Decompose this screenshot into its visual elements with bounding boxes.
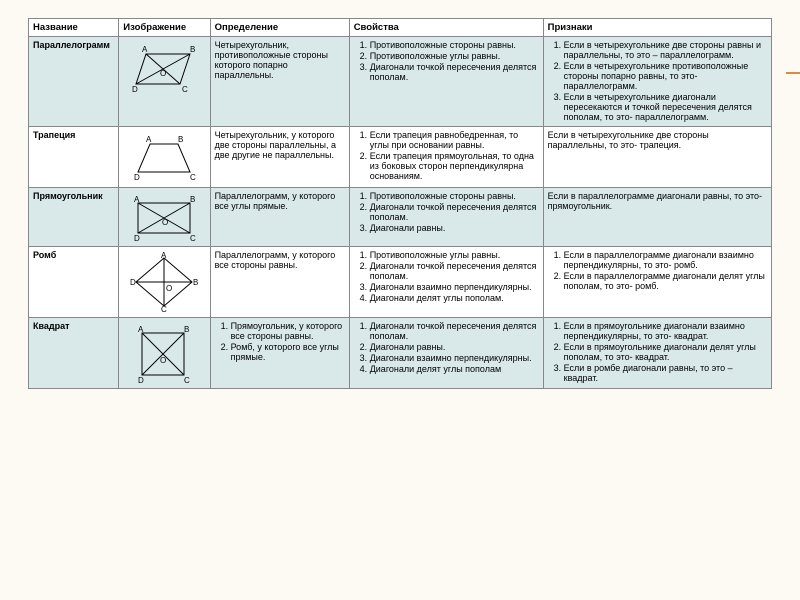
- image-square: A B C D O: [119, 318, 210, 389]
- svg-text:A: A: [138, 325, 144, 334]
- svg-text:D: D: [132, 85, 138, 94]
- signs-trapezoid: Если в четырехугольнике две стороны пара…: [543, 127, 771, 188]
- svg-text:A: A: [146, 135, 152, 144]
- props-rectangle: Противоположные стороны равны. Диагонали…: [349, 188, 543, 247]
- def-rhombus: Параллелограмм, у которого все стороны р…: [210, 247, 349, 318]
- list-item: Если в четырехугольнике две стороны равн…: [564, 40, 767, 60]
- svg-text:B: B: [190, 45, 195, 54]
- list-item: Если трапеция прямоугольная, то одна из …: [370, 151, 539, 181]
- list-item: Если в параллелограмме диагонали взаимно…: [564, 250, 767, 270]
- svg-text:A: A: [161, 252, 167, 260]
- image-rhombus: A B C D O: [119, 247, 210, 318]
- row-square: Квадрат A B C D O Прямоугольн: [29, 318, 772, 389]
- rectangle-icon: A B C D O: [128, 193, 200, 241]
- image-trapezoid: A B C D: [119, 127, 210, 188]
- list-item: Если трапеция равнобедренная, то углы пр…: [370, 130, 539, 150]
- svg-text:O: O: [166, 284, 172, 293]
- svg-text:D: D: [138, 376, 144, 383]
- list-item: Противоположные углы равны.: [370, 51, 539, 61]
- svg-text:O: O: [160, 69, 166, 78]
- list-item: Диагонали равны.: [370, 223, 539, 233]
- svg-text:D: D: [134, 234, 140, 241]
- list-item: Противоположные стороны равны.: [370, 40, 539, 50]
- list-item: Противоположные углы равны.: [370, 250, 539, 260]
- table-header-row: Название Изображение Определение Свойств…: [29, 19, 772, 37]
- list-item: Диагонали точкой пересечения делятся поп…: [370, 321, 539, 341]
- svg-text:C: C: [190, 173, 196, 182]
- list-item: Если в четырехугольнике диагонали пересе…: [564, 92, 767, 122]
- name-rectangle: Прямоугольник: [29, 188, 119, 247]
- svg-text:O: O: [162, 218, 168, 227]
- list-item: Противоположные стороны равны.: [370, 191, 539, 201]
- def-square: Прямоугольник, у которого все стороны ра…: [210, 318, 349, 389]
- props-square: Диагонали точкой пересечения делятся поп…: [349, 318, 543, 389]
- header-definition: Определение: [210, 19, 349, 37]
- signs-parallelogram: Если в четырехугольнике две стороны равн…: [543, 37, 771, 127]
- signs-rectangle: Если в параллелограмме диагонали равны, …: [543, 188, 771, 247]
- list-item: Диагонали взаимно перпендикулярны.: [370, 353, 539, 363]
- list-item: Диагонали делят углы пополам: [370, 364, 539, 374]
- signs-rhombus: Если в параллелограмме диагонали взаимно…: [543, 247, 771, 318]
- list-item: Если в четырехугольнике противоположные …: [564, 61, 767, 91]
- header-name: Название: [29, 19, 119, 37]
- svg-text:A: A: [134, 195, 140, 204]
- trapezoid-icon: A B C D: [128, 132, 200, 182]
- list-item: Прямоугольник, у которого все стороны ра…: [231, 321, 345, 341]
- list-item: Ромб, у которого все углы прямые.: [231, 342, 345, 362]
- def-trapezoid: Четырехугольник, у которого две стороны …: [210, 127, 349, 188]
- list-item: Диагонали точкой пересечения делятся поп…: [370, 62, 539, 82]
- signs-square: Если в прямоугольнике диагонали взаимно …: [543, 318, 771, 389]
- header-signs: Признаки: [543, 19, 771, 37]
- quadrilaterals-table: Название Изображение Определение Свойств…: [28, 18, 772, 389]
- list-item: Если в ромбе диагонали равны, то это – к…: [564, 363, 767, 383]
- def-parallelogram: Четырехугольник, противоположные стороны…: [210, 37, 349, 127]
- list-item: Диагонали точкой пересечения делятся поп…: [370, 261, 539, 281]
- page-container: Название Изображение Определение Свойств…: [0, 0, 800, 600]
- name-square: Квадрат: [29, 318, 119, 389]
- image-rectangle: A B C D O: [119, 188, 210, 247]
- name-trapezoid: Трапеция: [29, 127, 119, 188]
- svg-text:B: B: [184, 325, 189, 334]
- square-icon: A B C D O: [128, 323, 200, 383]
- row-trapezoid: Трапеция A B C D Четырехугольник, у кото…: [29, 127, 772, 188]
- svg-text:B: B: [178, 135, 183, 144]
- list-item: Диагонали равны.: [370, 342, 539, 352]
- image-parallelogram: A B C D O: [119, 37, 210, 127]
- svg-text:C: C: [182, 85, 188, 94]
- list-item: Диагонали взаимно перпендикулярны.: [370, 282, 539, 292]
- header-properties: Свойства: [349, 19, 543, 37]
- rhombus-icon: A B C D O: [128, 252, 200, 312]
- svg-text:C: C: [190, 234, 196, 241]
- props-rhombus: Противоположные углы равны. Диагонали то…: [349, 247, 543, 318]
- props-parallelogram: Противоположные стороны равны. Противопо…: [349, 37, 543, 127]
- header-image: Изображение: [119, 19, 210, 37]
- row-rhombus: Ромб A B C D O Параллелограмм, у которог…: [29, 247, 772, 318]
- name-rhombus: Ромб: [29, 247, 119, 318]
- svg-text:B: B: [190, 195, 195, 204]
- props-trapezoid: Если трапеция равнобедренная, то углы пр…: [349, 127, 543, 188]
- list-item: Диагонали точкой пересечения делятся поп…: [370, 202, 539, 222]
- parallelogram-icon: A B C D O: [128, 42, 200, 94]
- list-item: Если в прямоугольнике диагонали делят уг…: [564, 342, 767, 362]
- row-rectangle: Прямоугольник A B C D O Параллелограмм, …: [29, 188, 772, 247]
- svg-text:D: D: [130, 278, 136, 287]
- svg-text:A: A: [142, 45, 148, 54]
- svg-text:O: O: [160, 356, 166, 365]
- svg-text:B: B: [193, 278, 198, 287]
- list-item: Диагонали делят углы пополам.: [370, 293, 539, 303]
- svg-text:D: D: [134, 173, 140, 182]
- svg-text:C: C: [161, 305, 167, 312]
- name-parallelogram: Параллелограмм: [29, 37, 119, 127]
- accent-bar: [786, 72, 800, 74]
- list-item: Если в параллелограмме диагонали делят у…: [564, 271, 767, 291]
- row-parallelogram: Параллелограмм A B C D O Четырехугольник…: [29, 37, 772, 127]
- list-item: Если в прямоугольнике диагонали взаимно …: [564, 321, 767, 341]
- svg-text:C: C: [184, 376, 190, 383]
- def-rectangle: Параллелограмм, у которого все углы прям…: [210, 188, 349, 247]
